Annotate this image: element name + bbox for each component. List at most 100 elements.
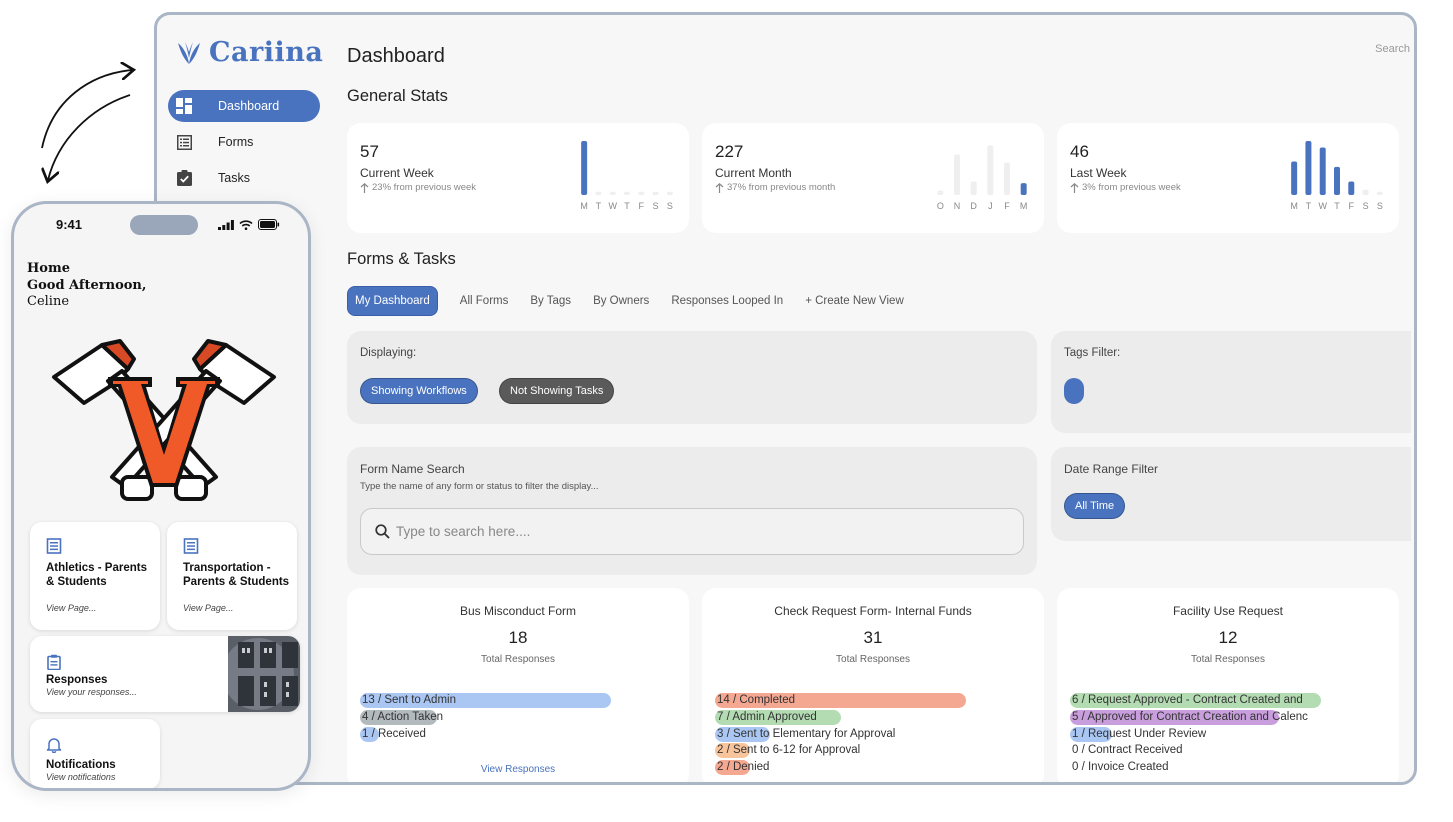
- tab-all-forms[interactable]: All Forms: [459, 295, 509, 307]
- mini-chart-bar: [652, 191, 659, 195]
- form-search-input[interactable]: [396, 524, 996, 539]
- tile-title: Athletics - Parents & Students: [46, 562, 147, 588]
- status-count-bar: [360, 726, 380, 742]
- tile-notifications[interactable]: Notifications View notifications: [30, 719, 160, 788]
- mini-chart-day-label: S: [1363, 201, 1369, 211]
- form-card-subtitle: Total Responses: [1191, 654, 1265, 665]
- sidebar-item-tasks[interactable]: Tasks: [168, 162, 320, 194]
- status-row[interactable]: 1 / Request Under Review: [1070, 726, 1392, 743]
- form-card-facility-use[interactable]: Facility Use Request 12 Total Responses …: [1057, 588, 1399, 782]
- document-icon: [183, 538, 199, 554]
- status-list: 13 / Sent to Admin 4 / Action Taken 1 / Re…: [360, 692, 682, 742]
- page-title: Dashboard: [347, 45, 445, 67]
- mini-chart-bar: [609, 191, 616, 195]
- phone-status-bar: [218, 219, 280, 230]
- stat-change-text: 23% from previous week: [372, 182, 477, 193]
- sidebar-item-label: Dashboard: [218, 99, 280, 113]
- form-card-title: Bus Misconduct Form: [459, 604, 577, 618]
- status-label: 2 / Denied: [717, 761, 770, 774]
- status-label: 3 / Sent to Elementary for Approval: [717, 727, 896, 740]
- mini-chart-bar: [970, 181, 977, 195]
- phone-heading: Home: [27, 261, 70, 276]
- phone-clock: 9:41: [56, 217, 83, 232]
- tile-transportation[interactable]: Transportation - Parents & Students View…: [167, 522, 297, 630]
- status-row[interactable]: 14 / Completed: [715, 692, 1037, 709]
- status-list: 6 / Request Approved - Contract Created …: [1070, 692, 1392, 776]
- status-count-bar: [1070, 693, 1322, 708]
- brand-logo[interactable]: Cariina: [175, 37, 323, 68]
- sidebar-item-forms[interactable]: Forms: [168, 126, 320, 158]
- arrow-up-icon: [715, 182, 724, 193]
- sidebar-item-dashboard[interactable]: Dashboard: [168, 90, 320, 122]
- status-row[interactable]: 4 / Action Taken: [360, 709, 682, 726]
- status-row[interactable]: 2 / Denied: [715, 759, 1037, 776]
- form-card-check-request[interactable]: Check Request Form- Internal Funds 31 To…: [702, 588, 1044, 782]
- mini-chart-day-label: F: [1349, 201, 1355, 211]
- mini-chart-bar: [987, 145, 994, 195]
- form-search-title: Form Name Search: [360, 462, 465, 476]
- tab-by-owners[interactable]: By Owners: [593, 295, 650, 307]
- view-tabs: My Dashboard All Forms By Tags By Owners…: [347, 286, 926, 316]
- mini-chart-bar: [1376, 191, 1383, 195]
- status-row[interactable]: 5 / Approved for Contract Creation and C…: [1070, 709, 1392, 726]
- mini-chart-bar: [666, 191, 673, 195]
- date-range-all-time[interactable]: All Time: [1064, 493, 1126, 519]
- mini-chart-day-label: T: [596, 201, 602, 211]
- tasks-icon: [176, 170, 192, 186]
- status-count-bar: [1070, 726, 1112, 742]
- tile-athletics[interactable]: Athletics - Parents & Students View Page…: [30, 522, 160, 630]
- status-row[interactable]: 2 / Sent to 6-12 for Approval: [715, 742, 1037, 759]
- status-row[interactable]: 6 / Request Approved - Contract Created …: [1070, 692, 1392, 709]
- tag-chip[interactable]: [1064, 378, 1084, 404]
- status-row[interactable]: 3 / Sent to Elementary for Approval: [715, 726, 1037, 743]
- view-responses-link[interactable]: View Responses: [480, 764, 556, 775]
- mini-chart-bar: [1020, 183, 1027, 195]
- tile-subtitle: View your responses...: [46, 687, 137, 697]
- arrow-up-icon: [1070, 182, 1079, 193]
- brand-name: Cariina: [209, 37, 324, 68]
- stat-label: Current Month: [715, 166, 792, 180]
- status-label: 1 / Request Under Review: [1072, 727, 1207, 740]
- not-showing-tasks-toggle[interactable]: Not Showing Tasks: [499, 378, 615, 404]
- mini-chart-bar: [1305, 141, 1312, 195]
- tab-create-new-view[interactable]: + Create New View: [805, 295, 904, 307]
- status-row[interactable]: 0 / Invoice Created: [1070, 759, 1392, 776]
- dashboard-icon: [176, 98, 192, 114]
- form-card-bus-misconduct[interactable]: Bus Misconduct Form 18 Total Responses 1…: [347, 588, 689, 782]
- mini-chart-day-label: S: [1377, 201, 1383, 211]
- status-row[interactable]: 0 / Contract Received: [1070, 742, 1392, 759]
- mini-chart-day-label: F: [1004, 201, 1010, 211]
- status-row[interactable]: 1 / Received: [360, 726, 682, 743]
- document-icon: [46, 538, 62, 554]
- top-search[interactable]: Search: [1375, 43, 1410, 55]
- main-content: Dashboard Search General Stats 57 Curren…: [347, 15, 1414, 782]
- mini-chart-bar: [954, 154, 960, 195]
- tab-by-tags[interactable]: By Tags: [530, 295, 572, 307]
- status-label: 14 / Completed: [717, 694, 795, 706]
- stat-change-text: 3% from previous week: [1082, 182, 1181, 193]
- mini-chart-bar: [1334, 166, 1340, 195]
- status-row[interactable]: 7 / Admin Approved: [715, 709, 1037, 726]
- mini-chart-day-label: S: [653, 201, 659, 211]
- status-count-bar: [715, 709, 841, 725]
- showing-workflows-toggle[interactable]: Showing Workflows: [360, 378, 478, 404]
- mini-chart-day-label: M: [1020, 201, 1027, 211]
- school-mascot-logo: [52, 339, 276, 501]
- stat-value: 57: [360, 142, 379, 161]
- tab-responses-looped-in[interactable]: Responses Looped In: [671, 295, 784, 307]
- mini-chart-day-label: N: [954, 201, 961, 211]
- status-label: 4 / Action Taken: [362, 710, 443, 723]
- status-row[interactable]: 13 / Sent to Admin: [360, 692, 682, 709]
- mini-chart-day-label: J: [988, 201, 993, 211]
- mini-chart-day-label: D: [970, 201, 977, 211]
- phone-greeting: Good Afternoon,: [27, 278, 147, 293]
- tab-my-dashboard[interactable]: My Dashboard: [347, 286, 438, 316]
- tile-responses[interactable]: Responses View your responses...: [30, 636, 300, 712]
- displaying-panel: Displaying: Showing Workflows Not Showin…: [347, 331, 1037, 424]
- status-count-bar: [360, 709, 438, 725]
- status-count-bar: [715, 693, 967, 708]
- mini-chart-day-label: W: [1318, 201, 1327, 211]
- status-count-bar: [1070, 709, 1280, 725]
- mini-chart-bar: [581, 141, 588, 195]
- form-search-box[interactable]: [360, 508, 1024, 555]
